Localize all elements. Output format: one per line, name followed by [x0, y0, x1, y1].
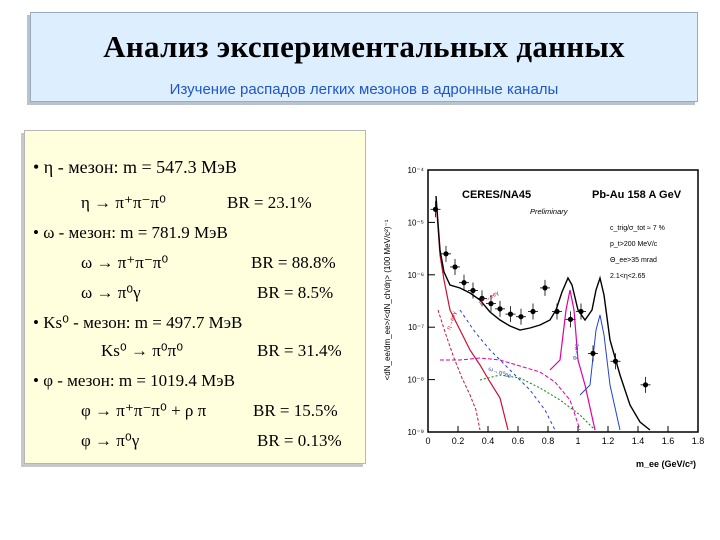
data-point	[530, 308, 536, 315]
cut-label-1: c_trig/σ_tot ≈ 7 %	[610, 225, 665, 232]
eta-br: BR = 23.1%	[227, 193, 312, 212]
eta-decay: η → π⁺π⁻π⁰	[81, 193, 166, 212]
data-point	[497, 306, 503, 312]
phi-br-1: BR = 15.5%	[253, 401, 338, 420]
data-point	[642, 382, 649, 388]
data-points-group	[430, 201, 651, 393]
preliminary-label: Preliminary	[530, 207, 569, 216]
y-tick-label: 10⁻⁴	[407, 166, 424, 175]
data-point	[488, 301, 494, 307]
x-tick-label: 0.4	[482, 436, 495, 446]
phi-decay-1: φ → π⁺π⁻π⁰ + ρ π	[81, 401, 207, 420]
data-point	[554, 308, 560, 315]
omega-br-2: BR = 8.5%	[257, 283, 334, 302]
data-point	[542, 285, 548, 291]
omega-br-1: BR = 88.8%	[251, 253, 336, 272]
data-point	[443, 251, 449, 257]
page-title: Анализ экспериментальных данных	[103, 29, 625, 64]
omega-curve	[549, 289, 596, 431]
omega-meson-line: • ω - мезон: m = 781.9 МэВ	[33, 223, 228, 242]
x-tick-group: 0 0.2 0.4 0.6 0.8 1 1.2 1.4 1.6 1.8	[425, 426, 704, 446]
y-tick-label: 10⁻⁸	[408, 376, 425, 385]
etaprime-curve	[479, 374, 596, 431]
x-tick-label: 1.8	[692, 436, 705, 446]
x-axis-label: m_ee (GeV/c²)	[636, 459, 696, 469]
x-tick-label: 0.6	[512, 436, 525, 446]
data-point	[567, 316, 574, 322]
omega-decay-1: ω → π⁺π⁻π⁰	[81, 253, 169, 272]
x-tick-label: 0	[425, 436, 430, 446]
y-tick-label: 10⁻⁷	[408, 323, 424, 332]
curve-label-phi: φ→ee	[572, 342, 581, 360]
data-point	[518, 314, 524, 320]
rho-curve	[440, 357, 581, 431]
title-panel: Анализ экспериментальных данных Изучение…	[30, 12, 698, 102]
x-tick-label: 1.6	[662, 436, 675, 446]
omega-dalitz-curve	[459, 309, 556, 431]
plot-frame	[427, 169, 699, 433]
y-tick-label: 10⁻⁵	[408, 218, 424, 227]
ks-meson-line: • Ks⁰ - мезон: m = 497.7 МэВ	[33, 313, 243, 332]
decay-list-panel: • η - мезон: m = 547.3 МэВ η → π⁺π⁻π⁰ BR…	[24, 130, 366, 464]
phi-decay-2: φ → π⁰γ	[81, 431, 140, 450]
data-point	[578, 308, 584, 315]
omega-decay-2: ω → π⁰γ	[81, 283, 141, 302]
cut-label-2: p_t>200 MeV/c	[610, 241, 658, 248]
data-point	[452, 264, 458, 270]
data-point	[461, 280, 467, 286]
y-tick-label: 10⁻⁹	[407, 428, 424, 437]
chart-subtitle: Pb-Au 158 A GeV	[592, 189, 682, 201]
phi-br-2: BR = 0.13%	[257, 431, 342, 450]
cut-label-4: 2.1<η<2.65	[610, 273, 646, 280]
x-tick-label: 1	[575, 436, 580, 446]
x-tick-label: 0.2	[452, 436, 465, 446]
phi-meson-line: • φ - мезон: m = 1019.4 МэВ	[33, 371, 235, 390]
y-tick-group: 10⁻⁴ 10⁻⁵ 10⁻⁶ 10⁻⁷ 10⁻⁸ 10⁻⁹	[407, 166, 435, 437]
data-point	[432, 206, 439, 212]
data-point	[479, 295, 485, 301]
pi0-dalitz-curve	[437, 309, 481, 431]
y-tick-label: 10⁻⁶	[408, 271, 424, 280]
x-tick-label: 1.2	[602, 436, 615, 446]
x-tick-label: 0.8	[542, 436, 555, 446]
eta-meson-line: • η - мезон: m = 547.3 МэВ	[33, 157, 237, 177]
data-point	[612, 358, 619, 364]
page-subtitle: Изучение распадов легких мезонов в адрон…	[169, 81, 559, 98]
eta-dalitz-curve	[435, 199, 509, 431]
x-tick-label: 1.4	[632, 436, 645, 446]
data-point	[470, 287, 476, 294]
ks-br: BR = 31.4%	[257, 341, 342, 360]
phi-curve	[579, 314, 621, 431]
chart-title: CERES/NA45	[462, 189, 531, 201]
y-axis-label: <dN_ee/dm_ee>/<dN_ch/dη> (100 MeV/c²)⁻¹	[383, 219, 392, 380]
data-point	[507, 311, 514, 317]
dielectron-mass-spectrum-chart: <dN_ee/dm_ee>/<dN_ch/dη> (100 MeV/c²)⁻¹ …	[383, 166, 704, 469]
cut-label-3: Θ_ee>35 mrad	[610, 257, 657, 264]
data-point	[590, 350, 596, 356]
ks-decay: Ks⁰ → π⁰π⁰	[101, 341, 184, 360]
